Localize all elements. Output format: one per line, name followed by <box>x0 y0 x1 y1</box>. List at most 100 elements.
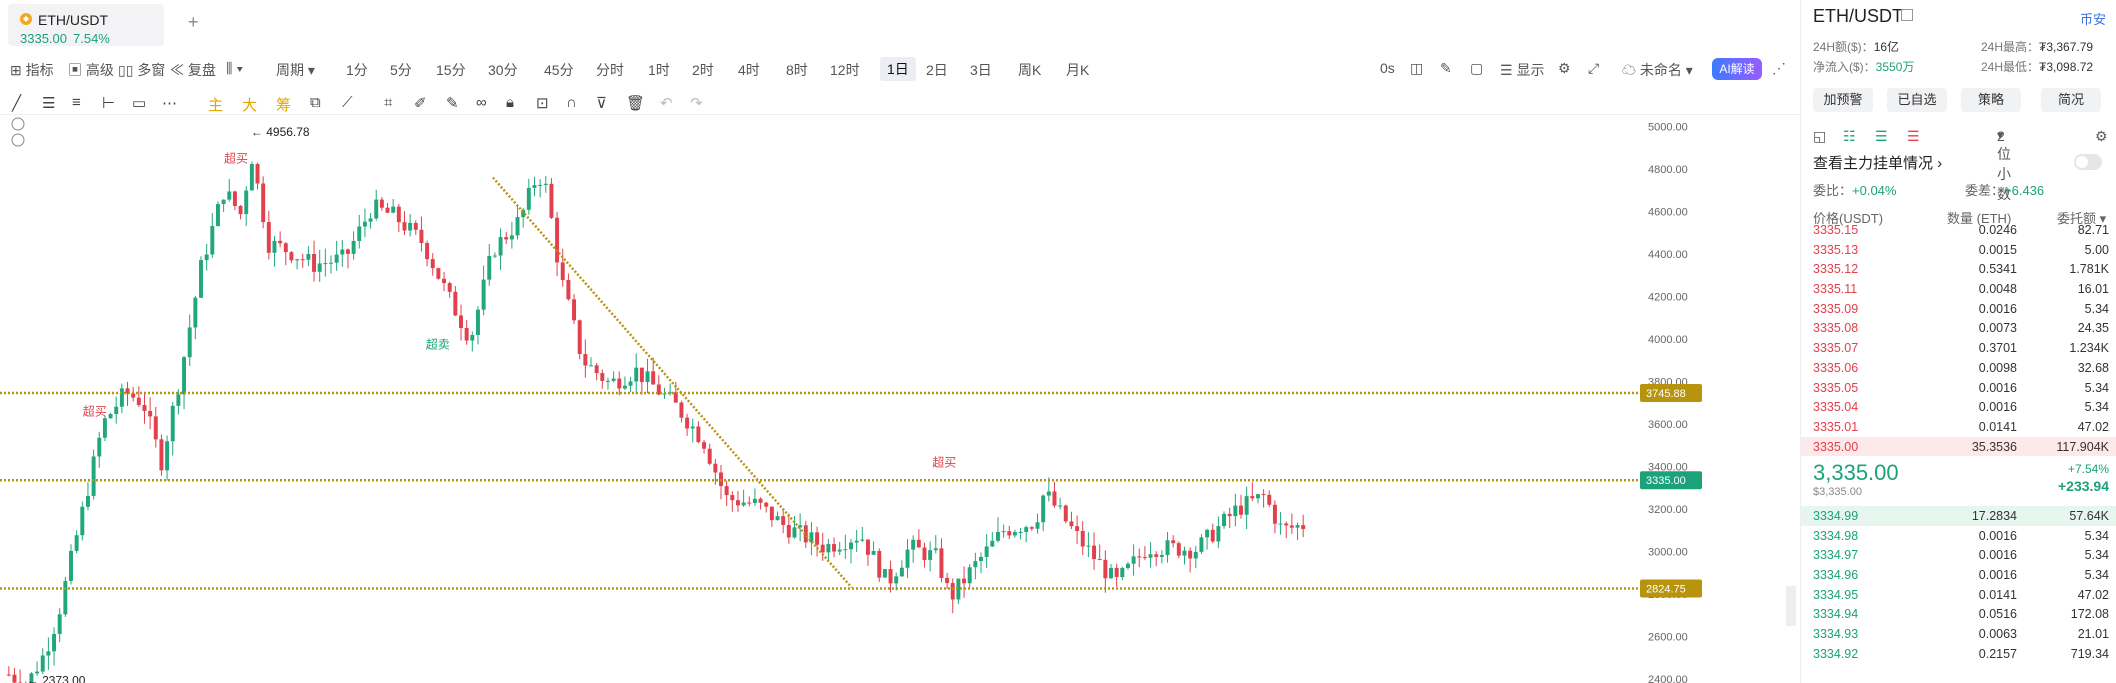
ask-row[interactable]: 3335.15 0.0246 82.71 <box>1801 220 2116 240</box>
multi-line-icon[interactable]: ☰ <box>42 95 56 112</box>
ask-row[interactable]: 3335.09 0.0016 5.34 <box>1801 299 2116 319</box>
period-15[interactable]: 月K <box>1066 62 1090 78</box>
period-8[interactable]: 4时 <box>738 62 760 78</box>
period-0[interactable]: 1分 <box>346 62 368 78</box>
trash-icon[interactable]: 🗑︎ <box>626 95 646 112</box>
book-asks-icon[interactable]: ☰ <box>1907 128 1920 144</box>
ask-row[interactable]: 3335.08 0.0073 24.35 <box>1801 318 2116 338</box>
period-2[interactable]: 15分 <box>436 62 466 78</box>
parallel-line-icon[interactable]: ≡ <box>72 94 81 111</box>
more-tools-icon[interactable]: ⋯ <box>162 95 177 112</box>
ruler-icon[interactable]: ⟋ <box>342 94 353 111</box>
camera-icon[interactable]: ◫ <box>1410 60 1424 76</box>
main-chart-toggle[interactable]: 主 <box>208 97 224 114</box>
multi-window-button[interactable]: ▯▯ 多窗 <box>118 62 166 78</box>
bid-row[interactable]: 3334.93 0.0063 21.01 <box>1801 624 2116 644</box>
tab-eth-usdt[interactable]: ◆ ETH/USDT 3335.00 7.54% <box>8 4 164 46</box>
candle-body <box>447 283 452 292</box>
strategy-button[interactable]: 策略 <box>1961 88 2021 112</box>
bid-row[interactable]: 3334.95 0.0141 47.02 <box>1801 585 2116 605</box>
period-1[interactable]: 5分 <box>390 62 412 78</box>
share-icon[interactable]: ⋰ <box>1772 60 1786 76</box>
measure-icon[interactable]: ⧉ <box>310 94 321 111</box>
ask-row[interactable]: 3335.11 0.0048 16.01 <box>1801 279 2116 299</box>
period-7[interactable]: 2时 <box>692 62 714 78</box>
bid-row[interactable]: 3334.99 17.2834 57.64K <box>1801 506 2116 526</box>
candlestick-chart[interactable]: 2400.002600.002800.003000.003200.003400.… <box>0 116 1800 683</box>
watchlist-button[interactable]: 已自选 <box>1887 88 1947 112</box>
bid-row[interactable]: 3334.98 0.0016 5.34 <box>1801 526 2116 546</box>
ask-row[interactable]: 3335.07 0.3701 1.234K <box>1801 338 2116 358</box>
rectangle-icon[interactable]: ▭ <box>132 95 147 112</box>
copy-icon[interactable] <box>1901 9 1913 21</box>
period-10[interactable]: 12时 <box>830 62 860 78</box>
row-total: 47.02 <box>2077 419 2109 434</box>
book-both-icon[interactable]: ☷ <box>1843 128 1856 144</box>
period-13[interactable]: 3日 <box>970 62 992 78</box>
depth-link[interactable]: 查看主力挂单情况 › <box>1813 155 1943 172</box>
period-4[interactable]: 45分 <box>544 62 574 78</box>
bid-row[interactable]: 3334.97 0.0016 5.34 <box>1801 545 2116 565</box>
display-button[interactable]: ☰ 显示 <box>1500 62 1545 78</box>
undo-icon[interactable]: ↶ <box>660 95 673 112</box>
row-total: 16.01 <box>2077 282 2109 297</box>
candle-body <box>967 567 972 584</box>
crop-icon[interactable]: ⌗ <box>384 94 393 111</box>
candle-body <box>577 320 582 355</box>
candle-body <box>6 674 11 676</box>
comment-icon[interactable]: ▢ <box>1470 60 1484 76</box>
depth-toggle[interactable] <box>2074 154 2102 170</box>
period-14[interactable]: 周K <box>1018 62 1042 78</box>
ask-row[interactable]: 3335.00 35.3536 117.904K <box>1801 436 2116 457</box>
book-mode-icon[interactable]: ◱ <box>1813 128 1827 144</box>
col-total-header[interactable]: 委托额 ▾ <box>2057 211 2107 226</box>
candle-body <box>436 268 441 279</box>
decimals-dropdown[interactable]: 2位小数 ▾ <box>1997 128 2011 202</box>
chips-toggle[interactable]: 筹 <box>276 97 292 114</box>
advanced-button[interactable]: ▣ 高级 <box>68 62 114 78</box>
bid-row[interactable]: 3334.96 0.0016 5.34 <box>1801 565 2116 585</box>
period-3[interactable]: 30分 <box>488 62 518 78</box>
replay-button[interactable]: ≪ 复盘 <box>170 62 216 78</box>
indicators-button[interactable]: ⊞ 指标 <box>10 62 54 78</box>
fib-icon[interactable]: ∞ <box>476 94 487 111</box>
period-12[interactable]: 2日 <box>926 62 948 78</box>
candle-body <box>430 259 435 269</box>
cart-icon[interactable]: ⊡ <box>536 95 549 112</box>
layout-dropdown[interactable]: ☁ 未命名 ▾ <box>1622 62 1693 78</box>
ask-row[interactable]: 3335.12 0.5341 1.781K <box>1801 259 2116 279</box>
ask-row[interactable]: 3335.01 0.0141 47.02 <box>1801 417 2116 437</box>
ask-row[interactable]: 3335.13 0.0015 5.00 <box>1801 240 2116 260</box>
big-order-toggle[interactable]: 大 <box>242 97 258 114</box>
filter-icon[interactable]: ⊽ <box>596 95 607 112</box>
marker-icon[interactable]: ✎ <box>446 95 459 112</box>
candlestick-icon[interactable]: ⫼ ▾ <box>226 60 244 76</box>
period-11[interactable]: 1日 <box>880 57 916 81</box>
lock-icon[interactable]: 🔒︎ <box>506 94 514 111</box>
ai-interpret-button[interactable]: AI解读 <box>1712 58 1762 80</box>
ask-row[interactable]: 3335.06 0.0098 32.68 <box>1801 358 2116 378</box>
book-bids-icon[interactable]: ☰ <box>1875 128 1888 144</box>
period-6[interactable]: 1时 <box>648 62 670 78</box>
line-icon[interactable]: ╱ <box>12 95 22 112</box>
period-dropdown[interactable]: 周期 ▾ <box>276 62 315 78</box>
exchange-link[interactable]: 币安 <box>2079 12 2106 27</box>
bid-row[interactable]: 3334.92 0.2157 719.34 <box>1801 644 2116 664</box>
redo-icon[interactable]: ↷ <box>690 95 703 112</box>
book-settings-icon[interactable]: ⚙ <box>2095 128 2108 144</box>
magnet-icon[interactable]: ∩ <box>566 94 577 111</box>
period-9[interactable]: 8时 <box>786 62 808 78</box>
period-5[interactable]: 分时 <box>596 62 624 78</box>
ask-row[interactable]: 3335.05 0.0016 5.34 <box>1801 378 2116 398</box>
candle-body <box>85 495 90 507</box>
overview-button[interactable]: 简况 <box>2041 88 2101 112</box>
settings-icon[interactable]: ⚙ <box>1558 60 1571 76</box>
bid-row[interactable]: 3334.94 0.0516 172.08 <box>1801 604 2116 624</box>
horizontal-ray-icon[interactable]: ⊢ <box>102 95 116 112</box>
fullscreen-icon[interactable]: ⤢ <box>1588 60 1600 76</box>
ask-row[interactable]: 3335.04 0.0016 5.34 <box>1801 397 2116 417</box>
add-tab-button[interactable]: + <box>188 12 199 32</box>
edit-icon[interactable]: ✎ <box>1440 60 1452 76</box>
pen-icon[interactable]: ✐ <box>414 95 427 112</box>
add-alert-button[interactable]: 加预警 <box>1813 88 1873 112</box>
